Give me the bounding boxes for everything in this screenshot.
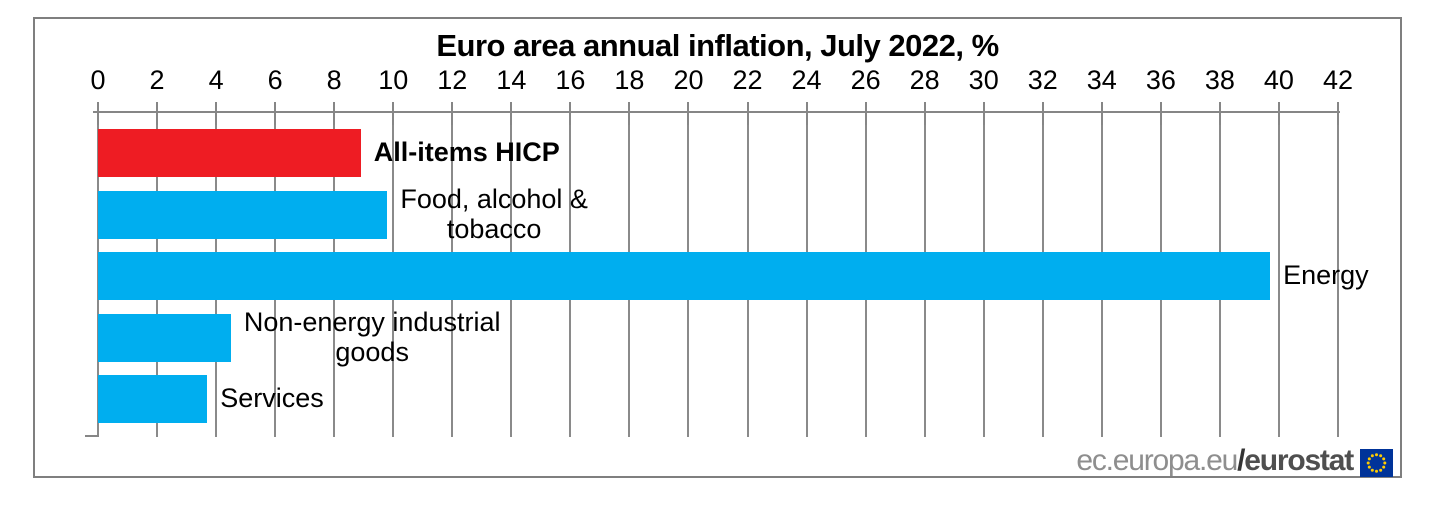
bar-label-non-energy-industrial-goods: Non-energy industrial goods: [244, 308, 501, 366]
x-tick-label-36: 36: [1145, 65, 1176, 95]
x-tick-mark-32: [1041, 102, 1044, 125]
eu-flag-star: [1366, 461, 1370, 465]
x-tick-mark-42: [1337, 102, 1339, 125]
x-tick-label-40: 40: [1263, 65, 1294, 95]
x-tick-label-32: 32: [1027, 65, 1058, 95]
x-tick-label-14: 14: [496, 65, 527, 95]
x-tick-mark-0: [97, 102, 99, 125]
logo-site-text: ec.europa.eu: [1076, 444, 1238, 477]
x-tick-mark-26: [864, 102, 867, 125]
bar-label-text: Services: [220, 383, 324, 414]
x-tick-label-4: 4: [208, 65, 224, 95]
x-tick-label-12: 12: [437, 65, 468, 95]
bar-label-energy: Energy: [1283, 252, 1369, 300]
logo-slash: /: [1237, 444, 1245, 477]
eu-flag-star: [1367, 465, 1371, 469]
eu-flag-star: [1383, 461, 1387, 465]
y-axis-corner-tick: [85, 435, 99, 437]
x-tick-mark-6: [274, 102, 277, 125]
bar-label-text: Energy: [1283, 260, 1369, 291]
plot-area: 0 2 4 6 8 10 12 14 16 18 20 22 24 26 28 30 32 34 36 38 40 42 A…: [85, 65, 1369, 437]
bar-label-services: Services: [220, 375, 324, 423]
chart-frame: Euro area annual inflation, July 2022, %…: [33, 17, 1402, 478]
x-tick-label-20: 20: [673, 65, 704, 95]
x-tick-label-18: 18: [614, 65, 645, 95]
x-tick-mark-28: [923, 102, 926, 125]
eurostat-logo: ec.europa.eu/eurostat: [1076, 446, 1393, 477]
x-tick-mark-24: [805, 102, 808, 125]
x-tick-label-26: 26: [850, 65, 881, 95]
bar-label-text: Food, alcohol & tobacco: [400, 184, 588, 244]
x-tick-label-24: 24: [791, 65, 822, 95]
bar-non-energy-industrial-goods: [98, 313, 231, 362]
x-tick-mark-10: [392, 102, 395, 125]
bar-label-text: All-items HICP: [373, 137, 560, 168]
x-tick-label-34: 34: [1086, 65, 1117, 95]
bar-energy: [98, 252, 1271, 300]
x-tick-mark-38: [1218, 102, 1221, 125]
gridline-42: [1337, 112, 1339, 437]
x-tick-label-30: 30: [968, 65, 999, 95]
bar-all-items-hicp: [98, 129, 361, 177]
x-tick-label-2: 2: [149, 65, 165, 95]
eu-flag-star: [1375, 469, 1378, 473]
x-tick-mark-34: [1100, 102, 1103, 125]
x-tick-mark-36: [1159, 102, 1162, 125]
x-tick-label-28: 28: [909, 65, 940, 95]
x-tick-mark-16: [569, 102, 572, 125]
x-tick-label-42: 42: [1322, 65, 1354, 95]
eu-flag-star: [1382, 465, 1386, 469]
x-tick-mark-14: [510, 102, 513, 125]
x-tick-mark-30: [982, 102, 985, 125]
x-tick-mark-12: [451, 102, 454, 125]
bar-label-text: Non-energy industrial goods: [243, 307, 501, 367]
x-tick-mark-40: [1277, 102, 1280, 125]
eu-flag-star: [1375, 453, 1378, 457]
x-tick-mark-4: [215, 102, 218, 125]
gridline-40: [1277, 112, 1280, 437]
eu-flag-star: [1379, 454, 1383, 458]
eu-flag-star: [1370, 468, 1374, 472]
bar-label-food-alcohol-tobacco: Food, alcohol & tobacco: [400, 185, 588, 243]
x-tick-label-8: 8: [326, 65, 342, 95]
x-tick-mark-20: [687, 102, 690, 125]
eu-flag-star: [1379, 468, 1383, 472]
x-tick-mark-18: [628, 102, 631, 125]
bar-services: [98, 375, 208, 423]
chart-title: Euro area annual inflation, July 2022, %: [436, 28, 999, 63]
x-tick-label-38: 38: [1204, 65, 1235, 95]
eu-flag-star: [1370, 454, 1374, 458]
logo-brand-text: eurostat: [1244, 444, 1354, 477]
x-tick-label-16: 16: [555, 65, 586, 95]
x-tick-label-0: 0: [90, 65, 106, 95]
eu-flag-star: [1367, 457, 1371, 461]
x-tick-label-10: 10: [378, 65, 409, 95]
x-tick-label-6: 6: [267, 65, 283, 95]
x-tick-label-22: 22: [732, 65, 763, 95]
bar-label-all-items-hicp: All-items HICP: [374, 129, 560, 177]
x-tick-mark-2: [156, 102, 159, 125]
logo-text: ec.europa.eu/eurostat: [1076, 444, 1354, 477]
x-tick-mark-8: [333, 102, 336, 125]
x-tick-mark-22: [746, 102, 749, 125]
bar-food-alcohol-tobacco: [98, 190, 388, 239]
eu-flag-star: [1382, 457, 1386, 461]
x-axis-line: [93, 111, 1340, 113]
eu-flag-icon: [1360, 449, 1393, 477]
